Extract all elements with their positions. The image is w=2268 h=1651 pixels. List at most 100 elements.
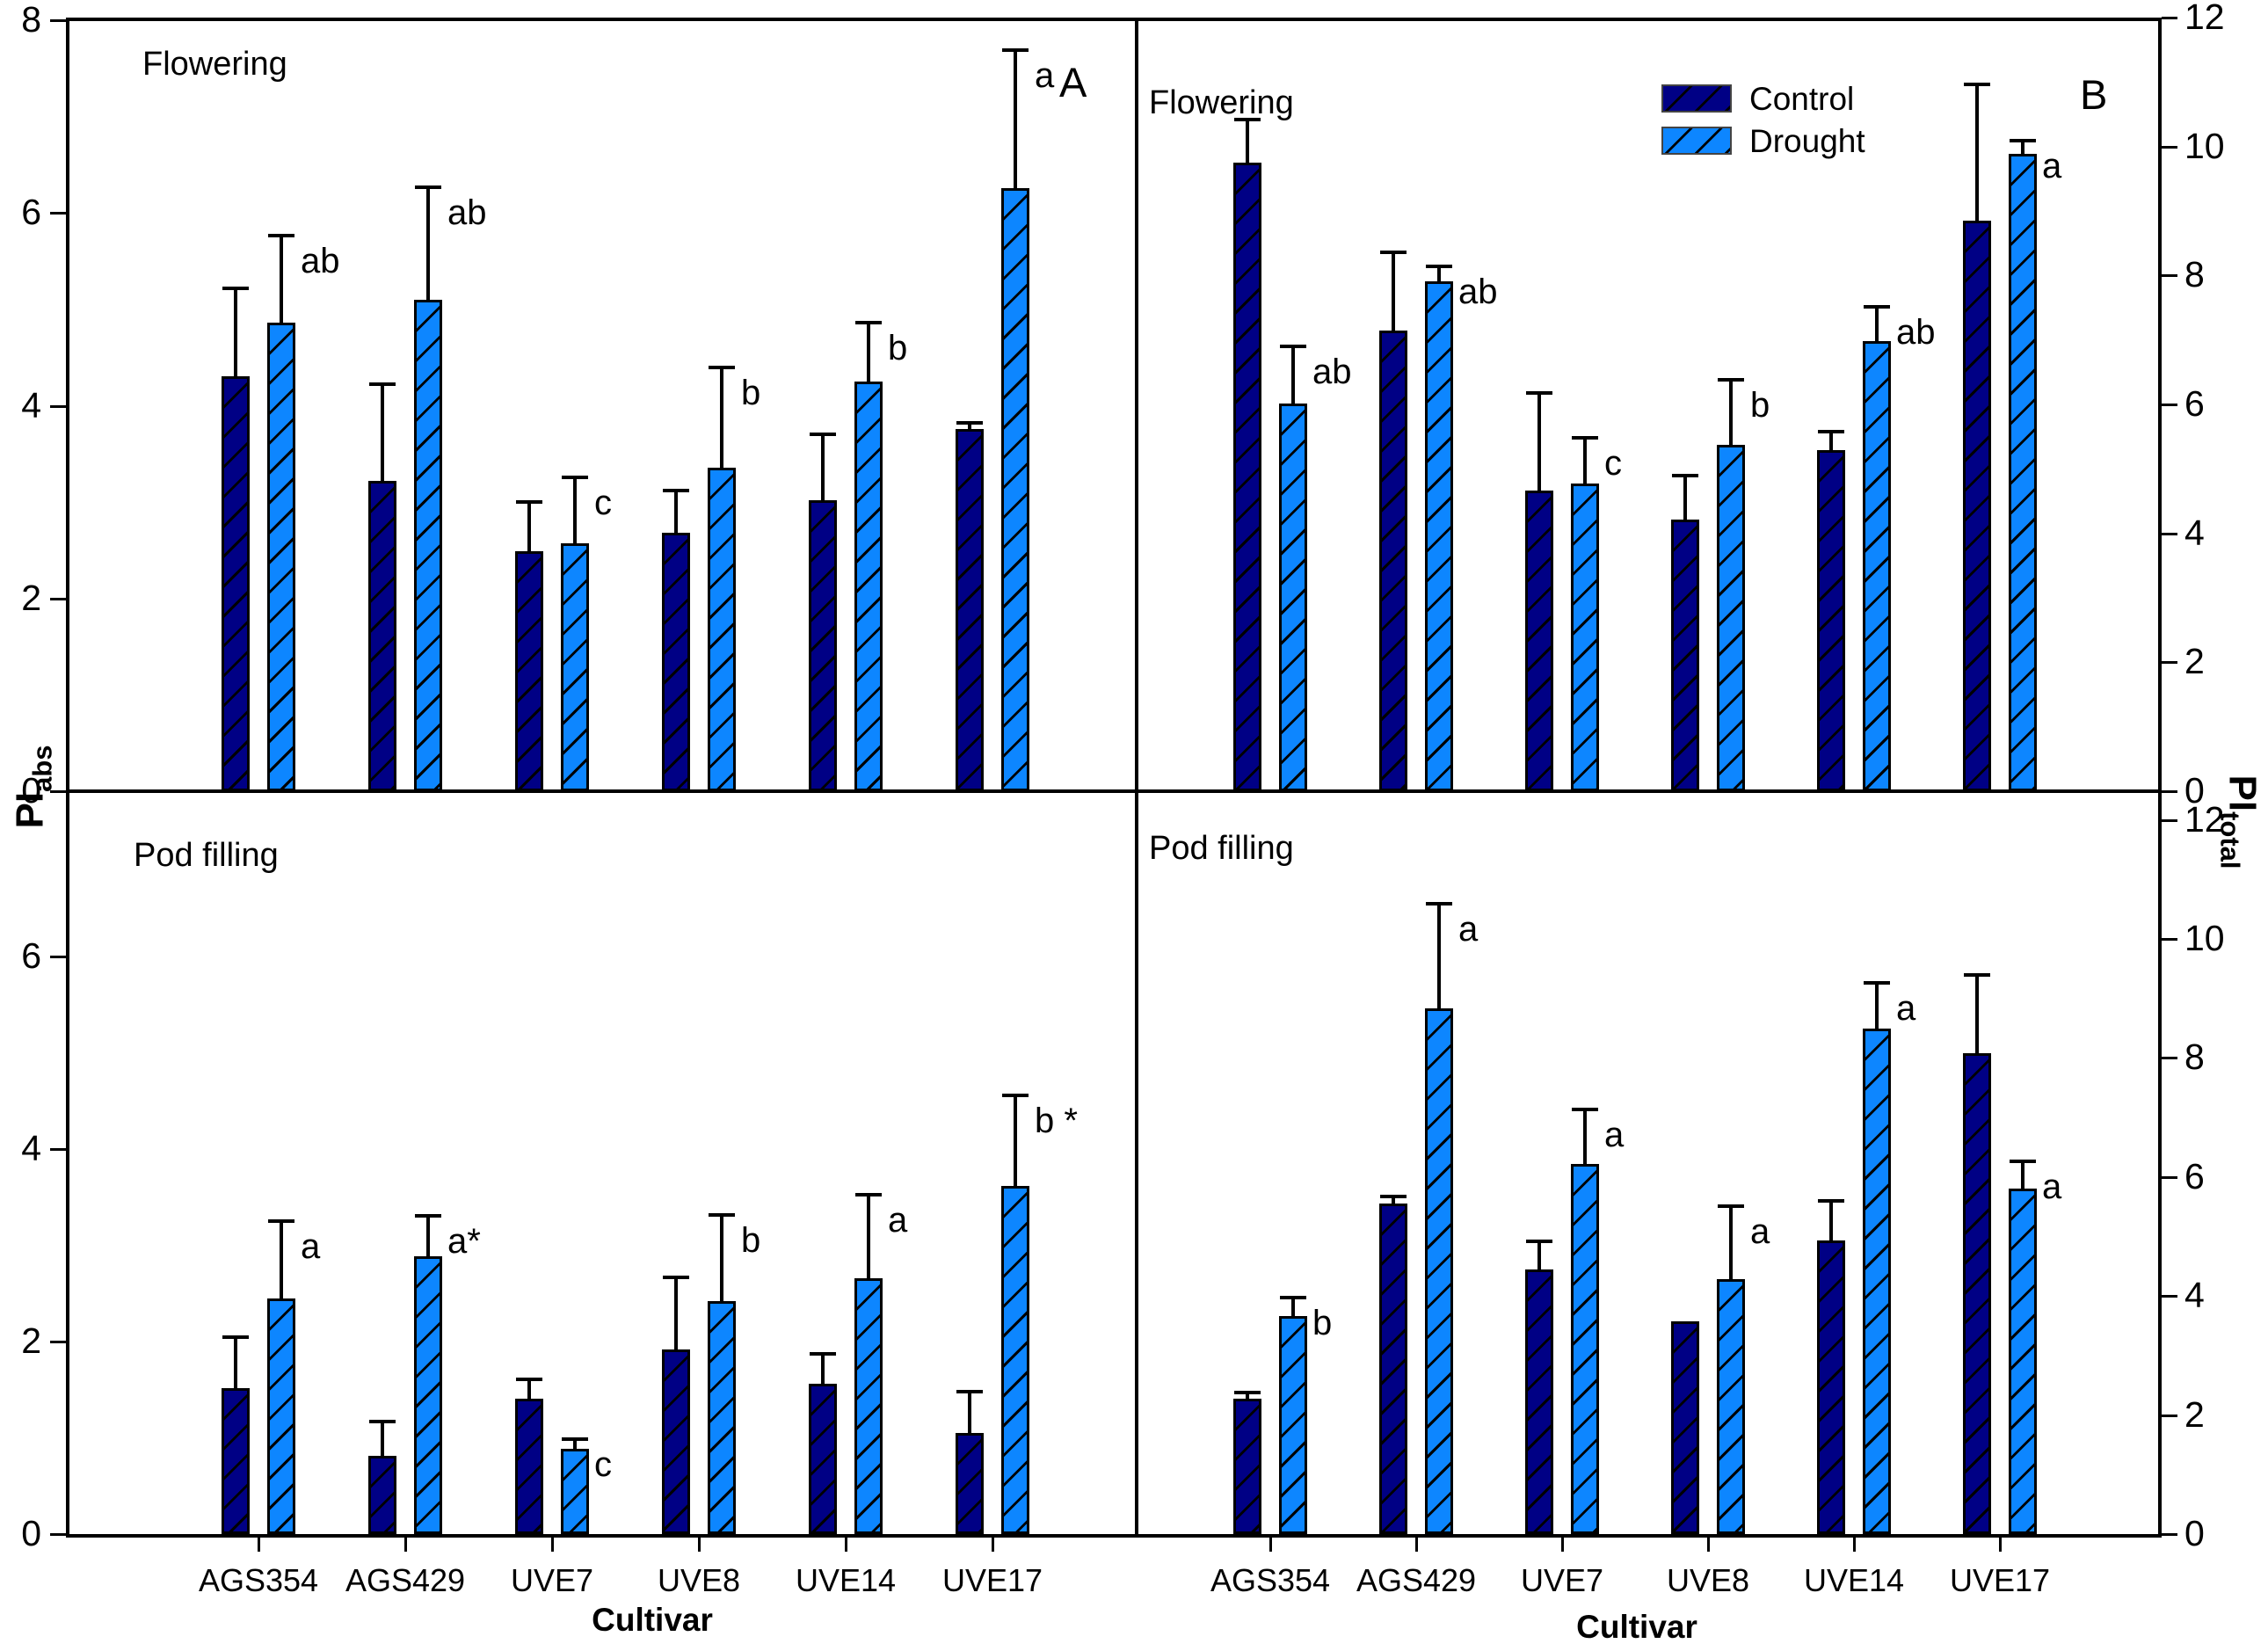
bar-drought — [1279, 403, 1307, 791]
error-bar-stem — [1014, 51, 1017, 188]
x-tick-label: UVE7 — [1520, 1562, 1604, 1598]
x-tick-label: UVE8 — [1666, 1562, 1750, 1598]
y-tick-label: 12 — [2184, 0, 2225, 37]
error-bar-cap — [1002, 48, 1029, 53]
error-bar-cap — [2010, 1159, 2036, 1163]
error-bar-stem — [573, 477, 577, 544]
error-bar-cap — [369, 382, 396, 386]
error-bar-cap — [516, 1377, 542, 1381]
bar-control — [1233, 163, 1261, 791]
bar-control — [515, 1398, 543, 1534]
error-bar-stem — [1729, 1207, 1733, 1279]
y-tick — [50, 790, 66, 793]
sig-letter: a — [888, 1200, 908, 1240]
bar-drought — [708, 467, 736, 791]
sig-letter: c — [594, 1444, 612, 1484]
error-bar-stem — [2021, 1161, 2024, 1189]
bar-drought — [1425, 1008, 1453, 1534]
bar-drought — [2009, 154, 2037, 791]
bar-drought — [1863, 341, 1891, 791]
y-tick — [2162, 1533, 2177, 1536]
y-tick-label: 12 — [2184, 798, 2225, 840]
bar-drought — [854, 1277, 883, 1534]
x-tick-label: UVE8 — [657, 1562, 741, 1598]
sig-letter: ab — [301, 241, 340, 280]
error-bar-cap — [709, 365, 735, 369]
bar-drought — [1279, 1316, 1307, 1534]
y-tick-label: 6 — [2184, 383, 2205, 424]
error-bar-stem — [867, 324, 870, 382]
bar-drought — [267, 323, 295, 791]
error-bar-cap — [1864, 981, 1890, 986]
bar-drought — [561, 1448, 589, 1534]
y-tick — [2162, 661, 2177, 665]
x-tick-label: AGS354 — [198, 1562, 319, 1598]
error-bar-cap — [1280, 1295, 1306, 1299]
y-tick-label: 8 — [2184, 1036, 2205, 1078]
bar-control — [1525, 490, 1553, 791]
error-bar-cap — [1864, 305, 1890, 309]
sig-letter: a — [1458, 909, 1479, 949]
error-bar-cap — [1526, 1240, 1552, 1244]
x-tick-label: UVE14 — [795, 1562, 897, 1598]
legend-swatch-control — [1661, 84, 1732, 113]
sig-letter: a* — [447, 1221, 481, 1261]
x-tick — [1707, 1538, 1710, 1552]
x-tick — [698, 1538, 701, 1552]
sig-letter: ab — [1458, 272, 1498, 311]
sig-letter: a — [1604, 1115, 1625, 1154]
error-bar-stem — [1829, 1201, 1833, 1240]
error-bar-cap — [562, 1436, 588, 1441]
y-tick-label: 0 — [2184, 770, 2205, 811]
bar-control — [956, 1433, 984, 1534]
bar-control — [1817, 450, 1845, 791]
bar-drought — [708, 1301, 736, 1534]
x-tick-label: AGS429 — [345, 1562, 466, 1598]
y-tick — [50, 404, 66, 408]
frame-top-line — [66, 18, 2162, 21]
bar-control — [368, 481, 396, 791]
panel-d-title: Pod filling — [1149, 830, 1294, 867]
y-tick-label: 6 — [21, 935, 41, 977]
y-tick-label: 2 — [2184, 641, 2205, 682]
error-bar-cap — [663, 489, 689, 493]
frame-middle-line — [66, 789, 2162, 793]
sig-letter: a — [2042, 1167, 2062, 1206]
panel-b-title: Flowering — [1149, 84, 1294, 121]
sig-letter: b — [888, 329, 908, 368]
error-bar-cap — [1426, 264, 1452, 268]
x-tick — [1561, 1538, 1564, 1552]
x-tick — [992, 1538, 994, 1552]
x-tick — [845, 1538, 847, 1552]
bar-drought — [1001, 187, 1029, 791]
error-bar-cap — [222, 287, 249, 291]
x-tick — [1853, 1538, 1856, 1552]
error-bar-cap — [1818, 1198, 1844, 1203]
error-bar-stem — [1291, 1298, 1295, 1317]
error-bar-stem — [1875, 308, 1879, 342]
bar-control — [1379, 330, 1407, 791]
x-tick-label: UVE17 — [941, 1562, 1043, 1598]
error-bar-stem — [1437, 904, 1441, 1009]
bar-control — [956, 428, 984, 791]
error-bar-stem — [1683, 476, 1687, 520]
y-tick-label: 2 — [21, 1320, 41, 1362]
bar-drought — [1571, 484, 1599, 791]
bar-drought — [1001, 1185, 1029, 1534]
error-bar-stem — [1537, 1242, 1541, 1269]
bar-control — [1817, 1240, 1845, 1534]
error-bar-stem — [1829, 432, 1833, 451]
bar-control — [662, 533, 690, 791]
bar-drought — [414, 300, 442, 791]
sig-letter: c — [594, 483, 612, 522]
bar-control — [368, 1456, 396, 1534]
error-bar-stem — [674, 491, 678, 534]
bar-control — [222, 1387, 250, 1534]
sig-letter: ab — [1896, 313, 1936, 352]
error-bar-stem — [1975, 85, 1979, 221]
error-bar-stem — [1583, 438, 1587, 484]
bar-drought — [267, 1298, 295, 1534]
error-bar-stem — [720, 367, 723, 468]
error-bar-stem — [821, 434, 825, 501]
y-tick-label: 8 — [21, 0, 41, 40]
